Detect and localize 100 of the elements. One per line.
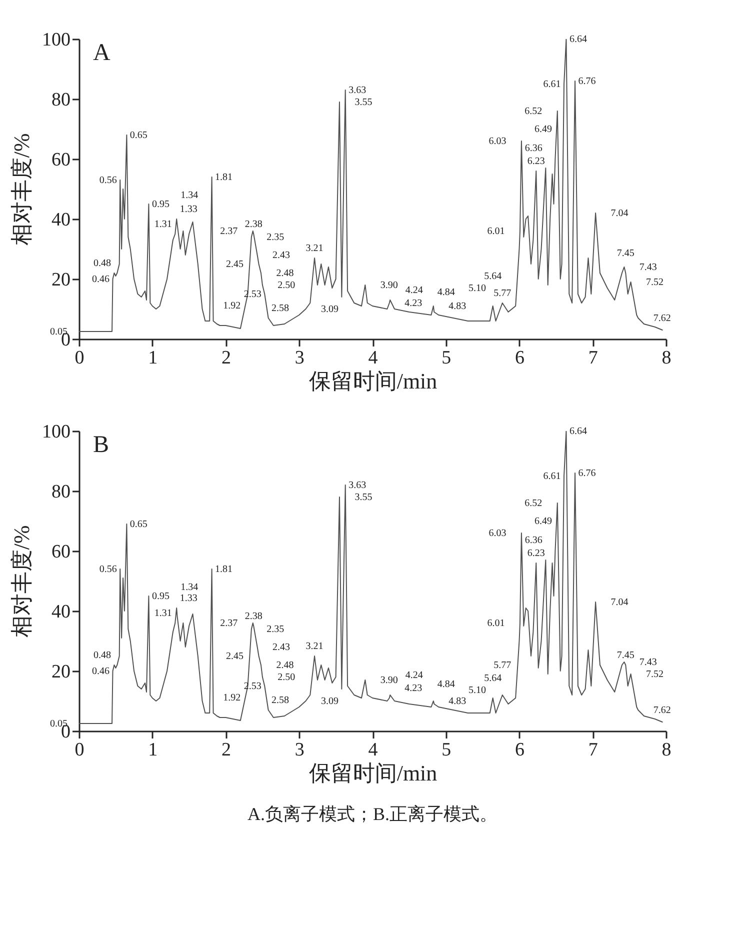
annotation: 3.09 bbox=[320, 696, 338, 707]
annotation: 4.83 bbox=[448, 696, 466, 707]
annotation: 2.58 bbox=[272, 695, 290, 706]
y-tick-label: 20 bbox=[52, 270, 70, 290]
annotation: 2.45 bbox=[226, 651, 244, 662]
annotation: 6.23 bbox=[527, 156, 545, 167]
annotation: 6.61 bbox=[543, 471, 561, 482]
annotation: 7.43 bbox=[639, 262, 657, 273]
annotation: 1.34 bbox=[180, 190, 198, 201]
annotation: 0.56 bbox=[99, 564, 117, 575]
annotation: 6.49 bbox=[534, 516, 552, 527]
annotation: 5.77 bbox=[494, 288, 512, 299]
annotation: 7.04 bbox=[610, 597, 628, 608]
annotation: 1.92 bbox=[223, 692, 241, 704]
annotation: 3.63 bbox=[348, 480, 366, 491]
chart-title: B bbox=[93, 432, 110, 458]
annotation: 2.58 bbox=[272, 303, 290, 314]
annotation: 1.31 bbox=[154, 608, 172, 619]
x-tick-label: 3 bbox=[294, 348, 304, 368]
annotation: 2.50 bbox=[278, 280, 296, 291]
y-axis-title: 相对丰度/% bbox=[9, 133, 34, 246]
y-tick-label: 60 bbox=[52, 150, 70, 170]
annotation: 0.46 bbox=[92, 274, 110, 285]
annotation: 2.43 bbox=[272, 642, 290, 653]
annotation: 1.81 bbox=[215, 564, 233, 575]
annotation: 4.24 bbox=[405, 670, 423, 681]
x-tick-label: 2 bbox=[222, 740, 231, 760]
x-tick-label: 4 bbox=[368, 348, 378, 368]
annotation: 5.64 bbox=[484, 673, 502, 684]
x-tick-label: 6 bbox=[515, 348, 524, 368]
annotation: 3.55 bbox=[354, 97, 372, 108]
annotation: 2.35 bbox=[266, 232, 284, 243]
y-tick-label: 100 bbox=[42, 422, 70, 442]
annotation: 7.52 bbox=[646, 277, 664, 288]
annotation: 6.03 bbox=[488, 528, 506, 539]
x-tick-label: 5 bbox=[442, 740, 452, 760]
x-axis-title: 保留时间/min bbox=[308, 368, 438, 394]
y-tick-label: 100 bbox=[42, 30, 70, 50]
y-tick-label: 20 bbox=[52, 662, 70, 682]
annotation: 6.64 bbox=[569, 34, 587, 45]
annotation: 3.21 bbox=[306, 641, 324, 652]
annotation: 6.76 bbox=[578, 468, 596, 479]
annotation: 6.61 bbox=[543, 79, 561, 90]
annotation: 2.50 bbox=[278, 672, 296, 683]
annotation: 7.45 bbox=[616, 248, 634, 259]
x-tick-label: 6 bbox=[515, 740, 524, 760]
annotation: 6.36 bbox=[524, 143, 542, 154]
annotation: 3.90 bbox=[380, 280, 398, 291]
annotation: 3.90 bbox=[380, 675, 398, 686]
annotation: 0.48 bbox=[93, 258, 111, 269]
annotation: 4.24 bbox=[405, 285, 423, 296]
annotation: 0.46 bbox=[92, 666, 110, 677]
annotation: 6.52 bbox=[524, 106, 542, 117]
annotation: 0.56 bbox=[99, 175, 117, 186]
annotation: 5.77 bbox=[494, 660, 512, 671]
x-tick-label: 8 bbox=[662, 348, 672, 368]
annotation: 2.37 bbox=[220, 226, 238, 237]
x-tick-label: 2 bbox=[222, 348, 231, 368]
text: A.负离子模式；B.正离子模式。 bbox=[247, 804, 498, 824]
annotation: 2.45 bbox=[226, 259, 244, 270]
y-axis-title: 相对丰度/% bbox=[9, 525, 34, 638]
annotation: 1.33 bbox=[180, 593, 198, 604]
annotation: 1.92 bbox=[223, 300, 241, 312]
x-tick-label: 0 bbox=[74, 348, 84, 368]
annotation: 4.84 bbox=[437, 287, 455, 298]
annotation: 6.64 bbox=[569, 426, 587, 437]
annotation: 6.03 bbox=[488, 136, 506, 147]
annotation: 1.31 bbox=[154, 219, 172, 230]
annotation: 3.09 bbox=[320, 304, 338, 315]
annotation: 4.83 bbox=[448, 301, 466, 312]
annotation: 2.48 bbox=[276, 268, 294, 279]
annotation: 2.37 bbox=[220, 618, 238, 629]
annotation: 1.34 bbox=[180, 582, 198, 593]
annotation: 5.10 bbox=[468, 685, 486, 696]
x-tick-label: 4 bbox=[368, 740, 378, 760]
x-tick-label: 1 bbox=[148, 348, 158, 368]
annotation: 3.55 bbox=[354, 492, 372, 503]
x-tick-label: 7 bbox=[588, 740, 598, 760]
annotation: 0.95 bbox=[152, 591, 170, 602]
annotation: 6.01 bbox=[487, 618, 505, 629]
annotation: 2.43 bbox=[272, 250, 290, 261]
annotation: 7.04 bbox=[610, 208, 628, 219]
x-tick-label: 8 bbox=[662, 740, 672, 760]
x-tick-label: 0 bbox=[74, 740, 84, 760]
x-tick-label: 1 bbox=[148, 740, 158, 760]
annotation: 1.33 bbox=[180, 204, 198, 215]
chart-title: A bbox=[93, 40, 111, 66]
annotation: 3.63 bbox=[348, 85, 366, 96]
annotation: 1.81 bbox=[215, 172, 233, 183]
annotation: 5.10 bbox=[468, 283, 486, 294]
y-tick-label: 40 bbox=[52, 602, 70, 622]
annotation: 6.01 bbox=[487, 226, 505, 237]
annotation: 6.49 bbox=[534, 124, 552, 135]
x-axis-title: 保留时间/min bbox=[308, 760, 438, 786]
annotation: 0.95 bbox=[152, 199, 170, 210]
annotation: 6.76 bbox=[578, 76, 596, 87]
annotation: 2.38 bbox=[244, 219, 262, 230]
annotation: 6.23 bbox=[527, 548, 545, 559]
y-tick-label: 80 bbox=[52, 482, 70, 502]
annotation: 2.35 bbox=[266, 624, 284, 635]
